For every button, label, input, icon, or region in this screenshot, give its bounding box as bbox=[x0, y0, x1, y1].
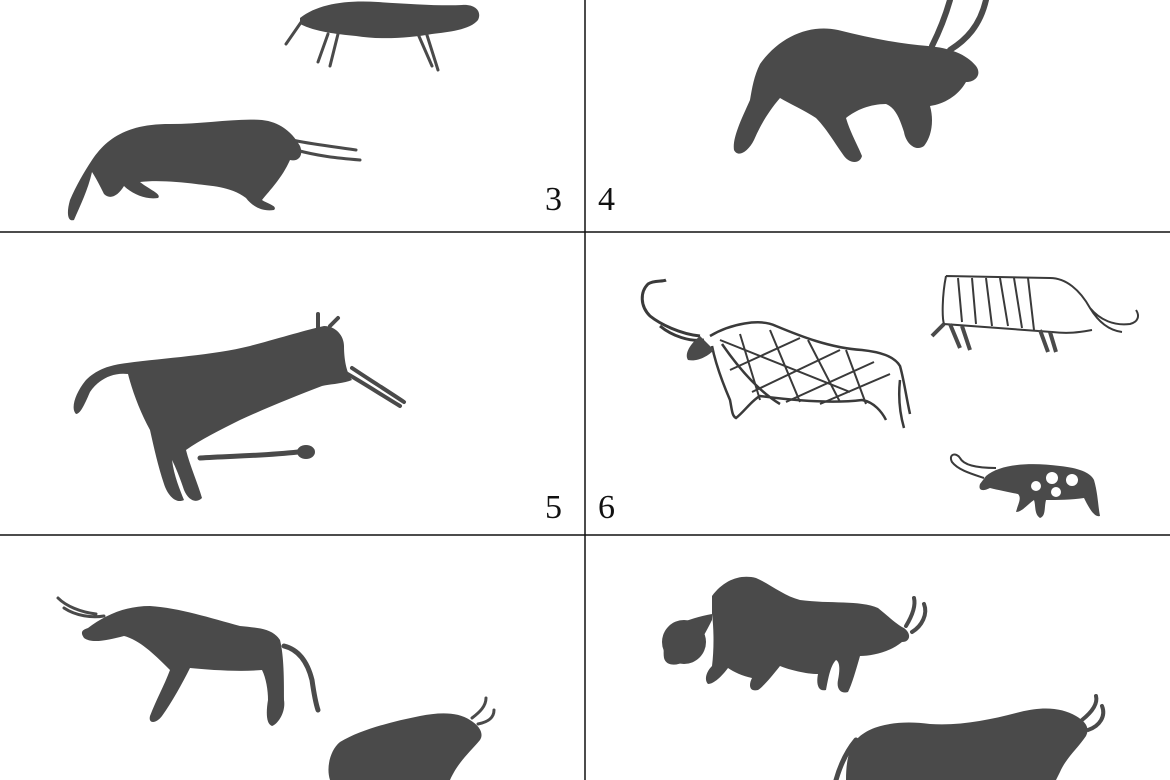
panel-5-drawings bbox=[73, 312, 406, 502]
animal-drawing bbox=[73, 312, 406, 502]
animal-drawing bbox=[56, 596, 321, 726]
animal-drawing bbox=[833, 694, 1106, 780]
animal-drawing bbox=[284, 1, 480, 72]
panel-3-drawings bbox=[67, 1, 480, 221]
panel-7-drawings bbox=[56, 596, 496, 780]
panel-4-drawings bbox=[733, 0, 989, 163]
panel-8-drawings bbox=[662, 576, 1106, 780]
animal-drawing bbox=[640, 278, 912, 429]
animal-drawing bbox=[950, 453, 1100, 518]
panel-number-6: 6 bbox=[598, 489, 615, 526]
panel-number-5: 5 bbox=[545, 489, 562, 526]
panel-6-drawings bbox=[640, 275, 1139, 518]
animal-drawing bbox=[328, 696, 496, 780]
panel-number-3: 3 bbox=[545, 181, 562, 218]
animal-drawing bbox=[67, 119, 362, 221]
panel-number-4: 4 bbox=[598, 181, 615, 218]
animal-drawing bbox=[733, 0, 989, 163]
animal-drawing bbox=[662, 576, 928, 693]
animal-drawing bbox=[930, 275, 1139, 353]
